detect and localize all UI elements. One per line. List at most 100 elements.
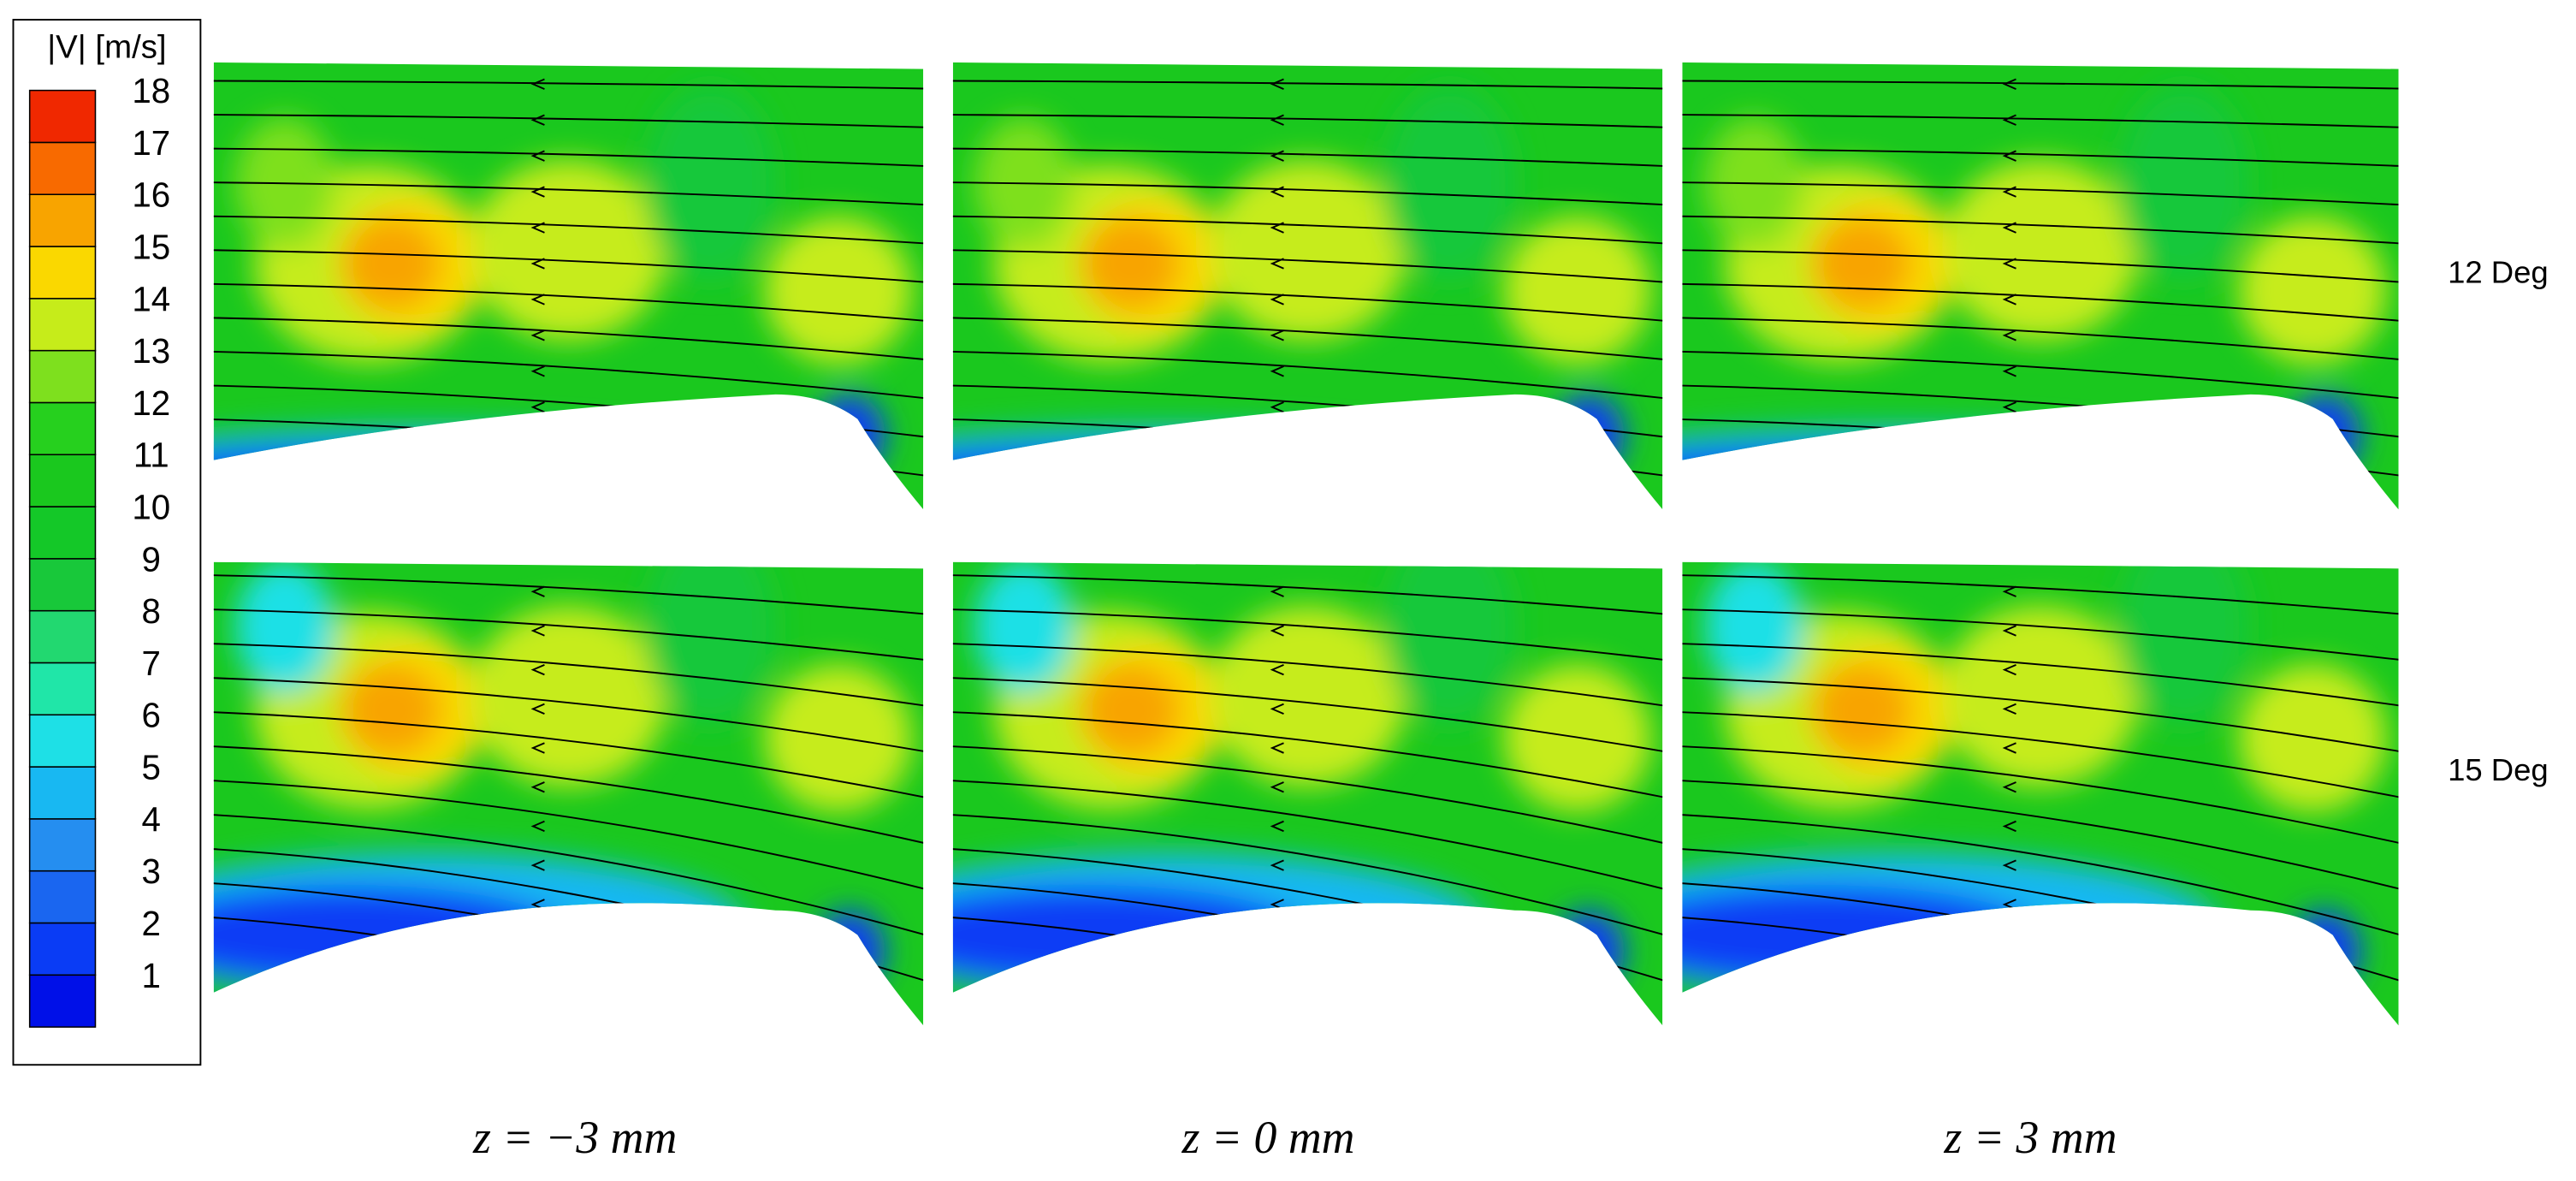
arrow [2002, 401, 2016, 413]
arrow [2002, 703, 2016, 715]
arrow [530, 401, 545, 413]
blob [235, 561, 335, 693]
streamline [1682, 745, 2399, 846]
row-label: 12 Deg [2448, 254, 2549, 289]
blob [1383, 84, 1516, 282]
streamline [1682, 813, 2399, 938]
streamline [1682, 282, 2399, 323]
streamline [952, 676, 1663, 754]
streamline [213, 114, 924, 128]
blob [644, 84, 777, 282]
column-label: z = −3 mm [472, 1112, 677, 1163]
colorbar-cell [28, 401, 97, 456]
blob [1812, 664, 1911, 757]
blob [2288, 910, 2361, 993]
streamline [1682, 710, 2399, 800]
streamline [213, 608, 924, 662]
blob [1941, 159, 2140, 341]
streamline [952, 608, 1663, 662]
arrow [2002, 976, 2016, 988]
streamline [952, 80, 1663, 90]
colorbar-cell [28, 818, 97, 872]
streamline [952, 350, 1663, 401]
column-label: z = 3 mm [1943, 1112, 2117, 1163]
streamline [213, 574, 924, 616]
colorbar-tick-label: 3 [142, 852, 161, 891]
arrow [2002, 664, 2016, 676]
blob [1552, 394, 1626, 477]
streamline [213, 710, 924, 800]
blob [1503, 216, 1652, 365]
arrow [530, 820, 545, 833]
streamline [213, 249, 924, 284]
streamline [952, 779, 1663, 892]
arrow [530, 222, 545, 234]
arrow [2002, 937, 2016, 950]
arrow [530, 78, 545, 90]
streamline [952, 114, 1663, 128]
arrow [1270, 703, 1284, 715]
arrow [530, 781, 545, 793]
arrow [2002, 114, 2016, 126]
arrow [2002, 585, 2016, 597]
blob [470, 159, 667, 341]
colorbar-tick-label: 1 [142, 956, 161, 995]
colorbar-cell [28, 922, 97, 976]
arrow [1270, 258, 1284, 270]
colorbar-tick-label: 14 [132, 279, 170, 318]
arrow [2002, 150, 2016, 162]
blob [1682, 852, 2220, 1001]
streamline [952, 813, 1663, 938]
colorbar-tick-label: 16 [132, 175, 170, 215]
streamline [1682, 676, 2399, 754]
colorbar-cell [28, 349, 97, 404]
streamline [213, 779, 924, 892]
arrow [530, 859, 545, 871]
streamline [952, 710, 1663, 800]
arrow [2002, 365, 2016, 377]
colorbar-tick-label: 17 [132, 123, 170, 163]
blob [1209, 159, 1406, 341]
streamline [1682, 249, 2399, 284]
arrow [1270, 976, 1284, 988]
colorbar-cell [28, 141, 97, 195]
blob [974, 561, 1074, 693]
colorbar-tick-label: 6 [142, 696, 161, 735]
streamline [1682, 574, 2399, 616]
colorbar-cell [28, 298, 97, 352]
streamline [1682, 114, 2399, 128]
arrow [530, 365, 545, 377]
arrow [1270, 664, 1284, 676]
blob [952, 885, 1308, 985]
colorbar-tick-label: 7 [142, 644, 161, 683]
colorbar-cell [28, 974, 97, 1028]
blob [2117, 561, 2250, 726]
arrow [2002, 329, 2016, 341]
blob [213, 885, 569, 985]
arrow [2002, 78, 2016, 90]
arrow [1270, 859, 1284, 871]
blob [644, 561, 777, 726]
blob [341, 217, 441, 310]
colorbar-tick-label: 15 [132, 228, 170, 267]
arrow [1270, 365, 1284, 377]
streamline [952, 181, 1663, 206]
blob [341, 664, 441, 757]
arrow [2002, 222, 2016, 234]
streamline [213, 350, 924, 401]
blob [764, 216, 913, 365]
streamline [952, 147, 1663, 168]
arrow [1270, 401, 1284, 413]
blob [1682, 427, 2220, 500]
colorbar-tick-label: 4 [142, 799, 161, 839]
arrow [1270, 742, 1284, 754]
blob [1812, 217, 1911, 310]
streamline [952, 745, 1663, 846]
blob [813, 910, 886, 993]
arrow [530, 703, 545, 715]
blob [1941, 606, 2140, 787]
streamline [213, 642, 924, 708]
arrow [530, 294, 545, 306]
